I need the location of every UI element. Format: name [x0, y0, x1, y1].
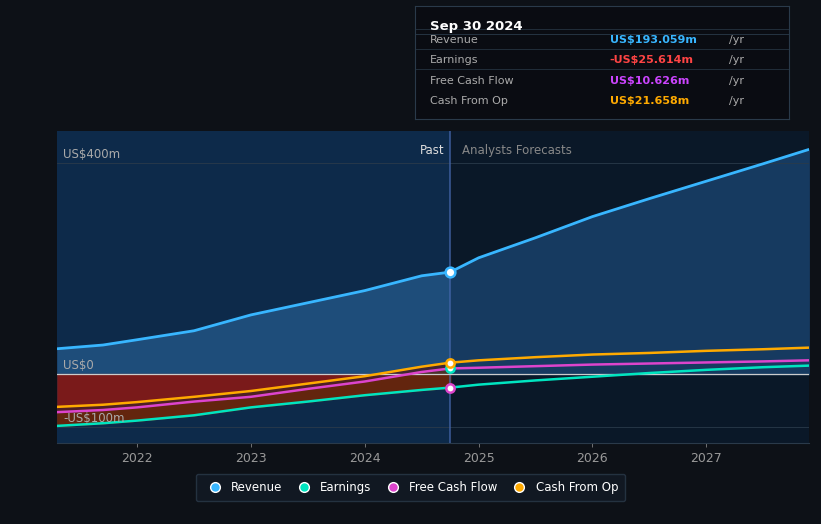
Text: /yr: /yr — [729, 96, 744, 106]
Text: US$193.059m: US$193.059m — [610, 35, 696, 45]
Text: Analysts Forecasts: Analysts Forecasts — [461, 144, 571, 157]
Text: Earnings: Earnings — [430, 55, 479, 66]
Text: Sep 30 2024: Sep 30 2024 — [430, 20, 523, 33]
Text: US$21.658m: US$21.658m — [610, 96, 689, 106]
Text: /yr: /yr — [729, 35, 744, 45]
Bar — [57, 131, 450, 443]
Text: Revenue: Revenue — [430, 35, 479, 45]
Text: Free Cash Flow: Free Cash Flow — [430, 75, 514, 85]
Text: /yr: /yr — [729, 55, 744, 66]
Text: -US$25.614m: -US$25.614m — [610, 55, 694, 66]
Legend: Revenue, Earnings, Free Cash Flow, Cash From Op: Revenue, Earnings, Free Cash Flow, Cash … — [195, 474, 626, 501]
Text: US$0: US$0 — [63, 359, 94, 373]
Text: Cash From Op: Cash From Op — [430, 96, 508, 106]
Bar — [450, 131, 809, 443]
Text: /yr: /yr — [729, 75, 744, 85]
Text: US$400m: US$400m — [63, 148, 121, 161]
Text: US$10.626m: US$10.626m — [610, 75, 689, 85]
Text: Past: Past — [420, 144, 444, 157]
Text: -US$100m: -US$100m — [63, 412, 125, 425]
